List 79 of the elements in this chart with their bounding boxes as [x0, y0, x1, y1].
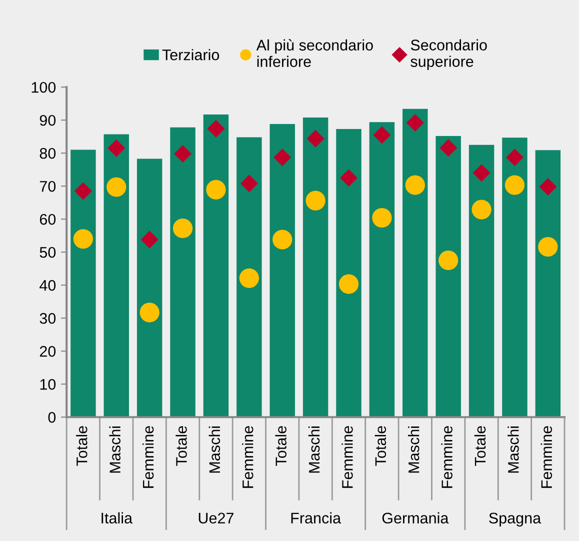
bar: [468, 144, 494, 418]
bar: [436, 136, 461, 418]
legend-label: Al più secondario inferiore: [256, 39, 373, 68]
x-tick-label: Totale: [76, 426, 88, 466]
x-tick-label: Femmine: [441, 426, 452, 488]
bar: [136, 158, 162, 418]
point: [73, 229, 94, 249]
x-tick-label: Totale: [176, 426, 187, 466]
bar: [70, 150, 96, 418]
bar: [535, 150, 561, 418]
text: Italia: [102, 512, 133, 524]
point: [539, 178, 557, 196]
point: [373, 126, 391, 144]
point: [440, 139, 458, 157]
x-tick-label: Femmine: [242, 426, 254, 488]
y-tick-label: 80: [40, 148, 56, 159]
x-tick-label: Maschi: [408, 426, 420, 473]
point: [372, 208, 392, 228]
point: [406, 114, 424, 132]
point: [405, 175, 425, 195]
bar: [502, 138, 528, 418]
point: [74, 182, 92, 200]
x-tick-label: Totale: [474, 426, 486, 466]
x-tick-label: Maschi: [208, 426, 220, 473]
text: Ue27: [198, 512, 234, 524]
point: [340, 169, 358, 187]
point: [274, 148, 292, 166]
bar: [203, 114, 229, 418]
point: [438, 250, 458, 270]
point: [472, 164, 490, 182]
point: [239, 268, 259, 288]
legend-label: Secondario superiore: [410, 39, 487, 70]
point: [272, 230, 292, 250]
x-tick-label: Maschi: [508, 426, 519, 473]
x-tick-label: Totale: [275, 426, 286, 466]
point: [338, 274, 359, 294]
x-tick-label: Femmine: [142, 426, 154, 488]
point: [140, 302, 160, 322]
x-tick-label: Femmine: [342, 426, 353, 488]
bar: [270, 124, 295, 418]
point: [106, 177, 126, 197]
x-tick-label: Totale: [374, 426, 386, 466]
text: Francia: [291, 512, 342, 524]
text: Germania: [382, 512, 449, 524]
point: [172, 218, 193, 238]
point: [538, 237, 558, 257]
point: [504, 175, 525, 195]
y-tick-label: 100: [32, 82, 56, 93]
y-tick-label: 60: [40, 214, 56, 225]
bar: [302, 117, 328, 418]
point: [140, 230, 158, 248]
bar: [104, 134, 129, 418]
x-tick-label: Maschi: [308, 426, 320, 473]
y-tick-label: 40: [40, 280, 56, 291]
y-tick-label: 0: [48, 412, 56, 423]
bar: [236, 137, 262, 418]
x-tick-label: Femmine: [540, 426, 552, 488]
y-tick-label: 20: [40, 346, 56, 357]
y-tick-label: 90: [40, 114, 56, 126]
point: [207, 120, 225, 138]
y-tick-label: 10: [40, 378, 56, 390]
legend-label: Terziario: [162, 49, 220, 60]
point: [108, 139, 126, 157]
text: Spagna: [489, 512, 542, 527]
point: [174, 144, 192, 163]
point: [306, 130, 324, 148]
bar: [170, 127, 196, 418]
bar: [402, 108, 428, 418]
point: [206, 180, 226, 200]
y-tick-label: 30: [40, 312, 56, 324]
point: [472, 200, 492, 220]
point: [306, 190, 326, 210]
point: [506, 148, 524, 166]
bar: [336, 129, 362, 418]
y-tick-label: 50: [40, 246, 56, 258]
y-tick-label: 70: [40, 180, 56, 192]
x-tick-label: Maschi: [109, 426, 120, 473]
point: [240, 174, 258, 192]
bar: [369, 122, 395, 418]
